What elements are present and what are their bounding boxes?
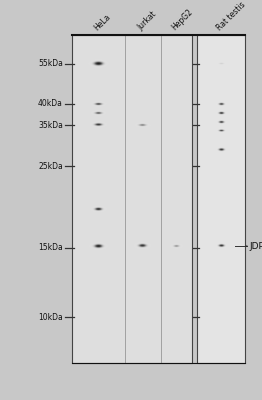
Text: 35kDa: 35kDa [38,121,63,130]
Bar [72,35,193,363]
Text: Jurkat: Jurkat [136,10,159,32]
Text: 40kDa: 40kDa [38,100,63,108]
Text: Rat testis: Rat testis [215,0,247,32]
Text: 15kDa: 15kDa [38,244,63,252]
Text: 10kDa: 10kDa [38,313,63,322]
Text: 25kDa: 25kDa [38,162,63,171]
Text: HepG2: HepG2 [170,7,194,32]
Text: JDP2: JDP2 [249,242,262,250]
Text: HeLa: HeLa [92,12,112,32]
Bar [197,35,245,363]
Text: 55kDa: 55kDa [38,59,63,68]
